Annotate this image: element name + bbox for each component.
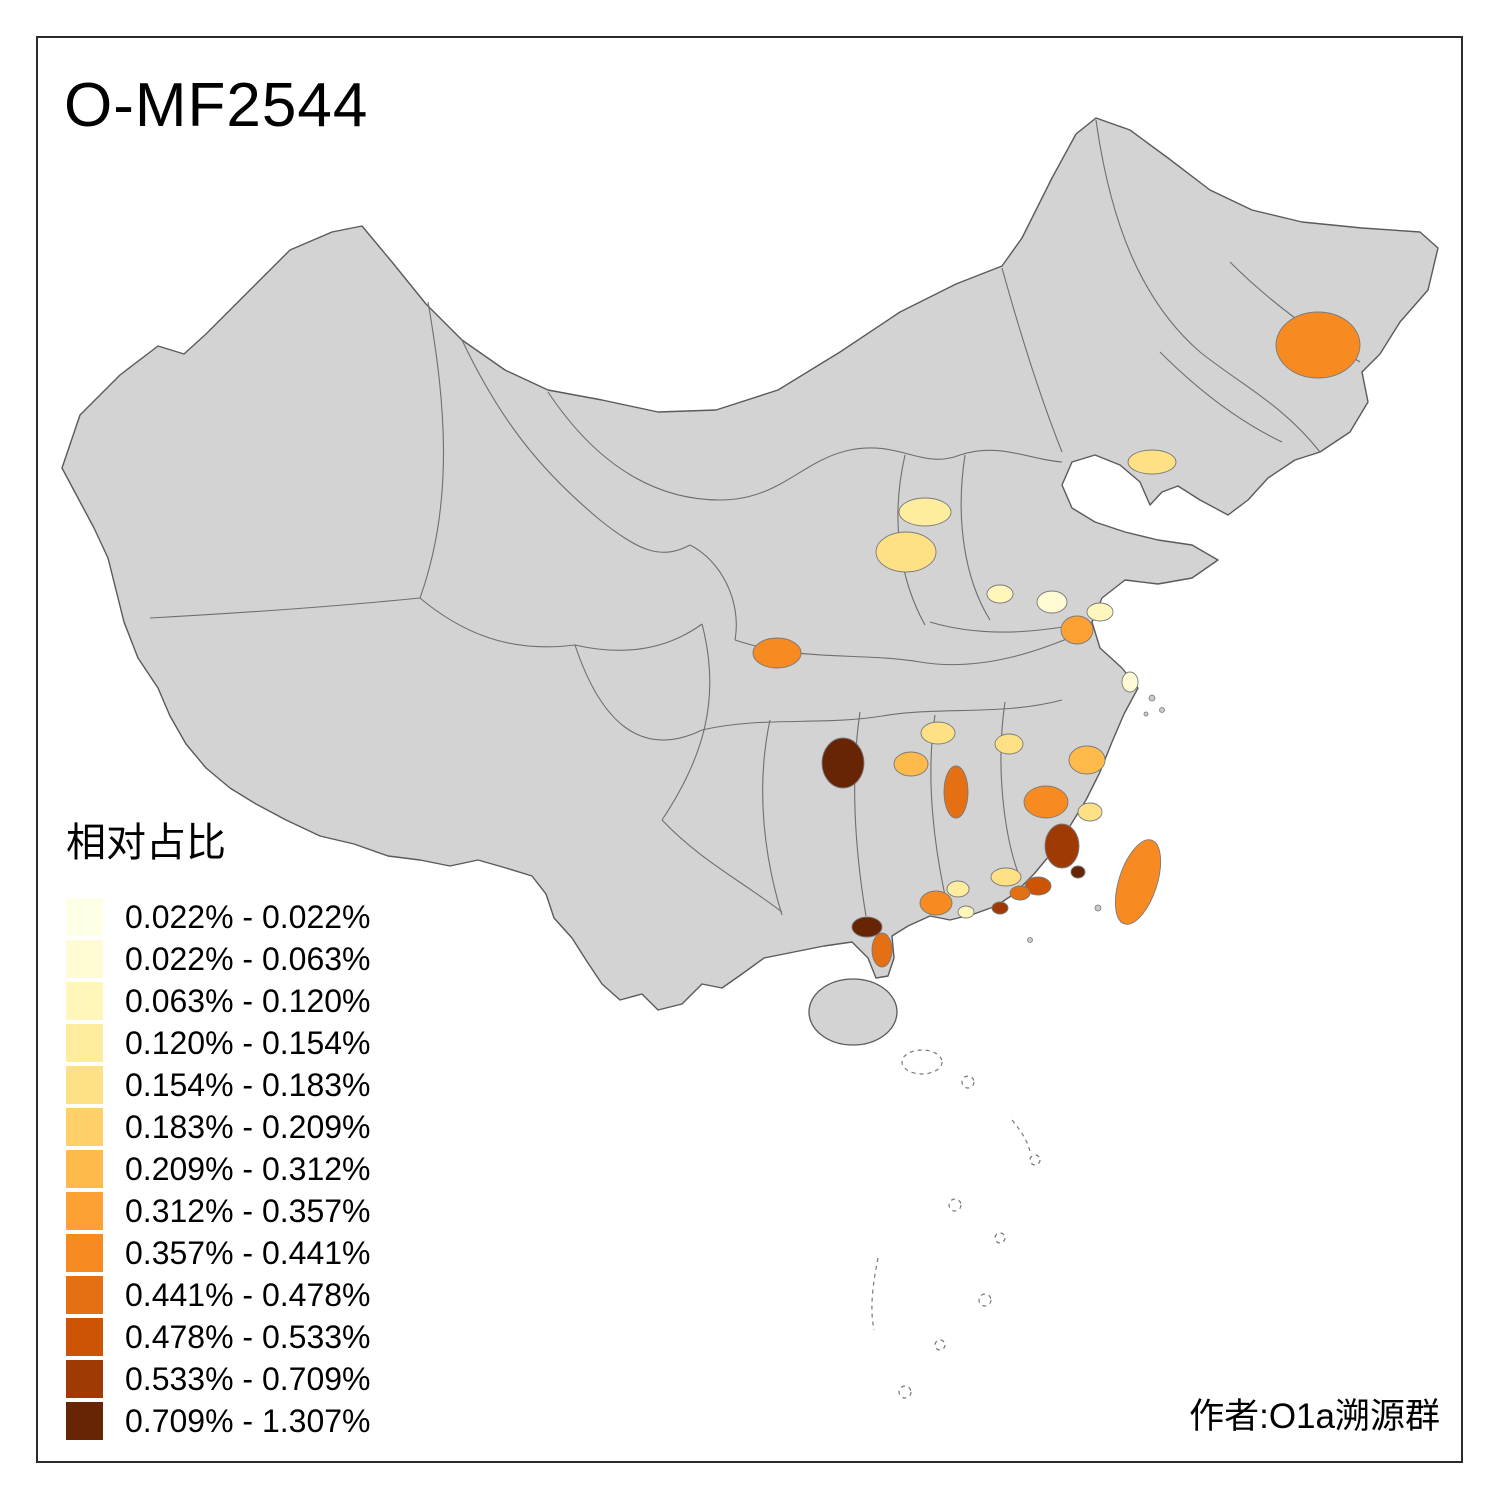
legend-label: 0.209% - 0.312% [125,1150,371,1187]
map-region-r19 [1044,823,1080,869]
coastal-islands [1027,694,1165,943]
map-region-r28 [991,901,1009,915]
legend-label: 0.478% - 0.533% [125,1318,371,1355]
map-region-r20 [1070,865,1086,879]
legend-label: 0.533% - 0.709% [125,1360,371,1397]
legend-item: 0.183% - 0.209% [66,1106,371,1148]
map-region-r18 [1077,802,1103,822]
legend-item: 0.312% - 0.357% [66,1190,371,1232]
map-region-r29 [851,916,883,938]
legend-swatch [66,1024,103,1062]
map-region-r1 [1275,311,1361,379]
legend-label: 0.709% - 1.307% [125,1402,371,1439]
legend-item: 0.709% - 1.307% [66,1400,371,1442]
legend-items: 0.022% - 0.022% 0.022% - 0.063% 0.063% - 0… [66,896,371,1442]
legend-item: 0.022% - 0.063% [66,938,371,980]
mainland-shape [61,117,1439,1011]
author-credit: 作者:O1a溯源群 [1189,1397,1440,1436]
map-region-r8 [1060,615,1094,645]
legend-item: 0.063% - 0.120% [66,980,371,1022]
map-region-r7 [1036,590,1068,614]
legend-swatch [66,940,103,978]
legend-swatch [66,1066,103,1104]
map-region-r17 [1023,785,1069,819]
map-region-r26 [946,880,970,898]
legend: 相对占比 0.022% - 0.022% 0.022% - 0.063% 0.063… [66,810,371,1442]
map-region-r4 [875,531,937,573]
legend-swatch [66,1192,103,1230]
map-region-r9 [1086,602,1114,622]
map-region-r3 [898,497,952,527]
map-region-r24 [990,867,1022,887]
legend-label: 0.441% - 0.478% [125,1276,371,1313]
legend-item: 0.022% - 0.022% [66,896,371,938]
legend-title: 相对占比 [66,821,226,865]
map-region-r12 [821,737,865,789]
map-title: O-MF2544 [64,71,369,140]
legend-swatch [66,1234,103,1272]
legend-item: 0.441% - 0.478% [66,1274,371,1316]
legend-swatch [66,1360,103,1398]
legend-swatch [66,1108,103,1146]
map-region-r16 [1068,745,1106,775]
map-region-r30 [871,932,893,968]
legend-swatch [66,898,103,936]
legend-label: 0.357% - 0.441% [125,1234,371,1271]
map-region-r27 [957,905,975,919]
map-region-r6 [986,584,1014,604]
legend-item: 0.154% - 0.183% [66,1064,371,1106]
south-china-sea-islands [871,1049,1041,1399]
map-region-r2 [1127,449,1177,475]
legend-swatch [66,1318,103,1356]
map-region-r22 [1024,876,1052,896]
legend-label: 0.063% - 0.120% [125,982,371,1019]
legend-swatch [66,1402,103,1440]
map-region-r23 [1009,885,1031,901]
map-region-r5 [752,637,802,669]
legend-item: 0.120% - 0.154% [66,1022,371,1064]
map-region-r10 [1121,671,1139,693]
map-region-r25 [919,890,953,916]
legend-item: 0.209% - 0.312% [66,1148,371,1190]
map-region-r11 [920,721,956,745]
map-region-r15 [994,733,1024,755]
legend-label: 0.022% - 0.022% [125,898,371,935]
legend-item: 0.478% - 0.533% [66,1316,371,1358]
legend-item: 0.357% - 0.441% [66,1232,371,1274]
map-region-r21 [1114,839,1162,925]
legend-label: 0.154% - 0.183% [125,1066,371,1103]
map-region-r13 [893,751,929,777]
hainan-island [808,978,898,1046]
legend-label: 0.312% - 0.357% [125,1192,371,1229]
legend-label: 0.022% - 0.063% [125,940,371,977]
map-region-r14 [943,765,969,819]
province-borders [149,119,1361,917]
legend-swatch [66,1150,103,1188]
legend-item: 0.533% - 0.709% [66,1358,371,1400]
colored-regions [752,311,1361,968]
legend-swatch [66,982,103,1020]
legend-label: 0.183% - 0.209% [125,1108,371,1145]
legend-label: 0.120% - 0.154% [125,1024,371,1061]
legend-swatch [66,1276,103,1314]
